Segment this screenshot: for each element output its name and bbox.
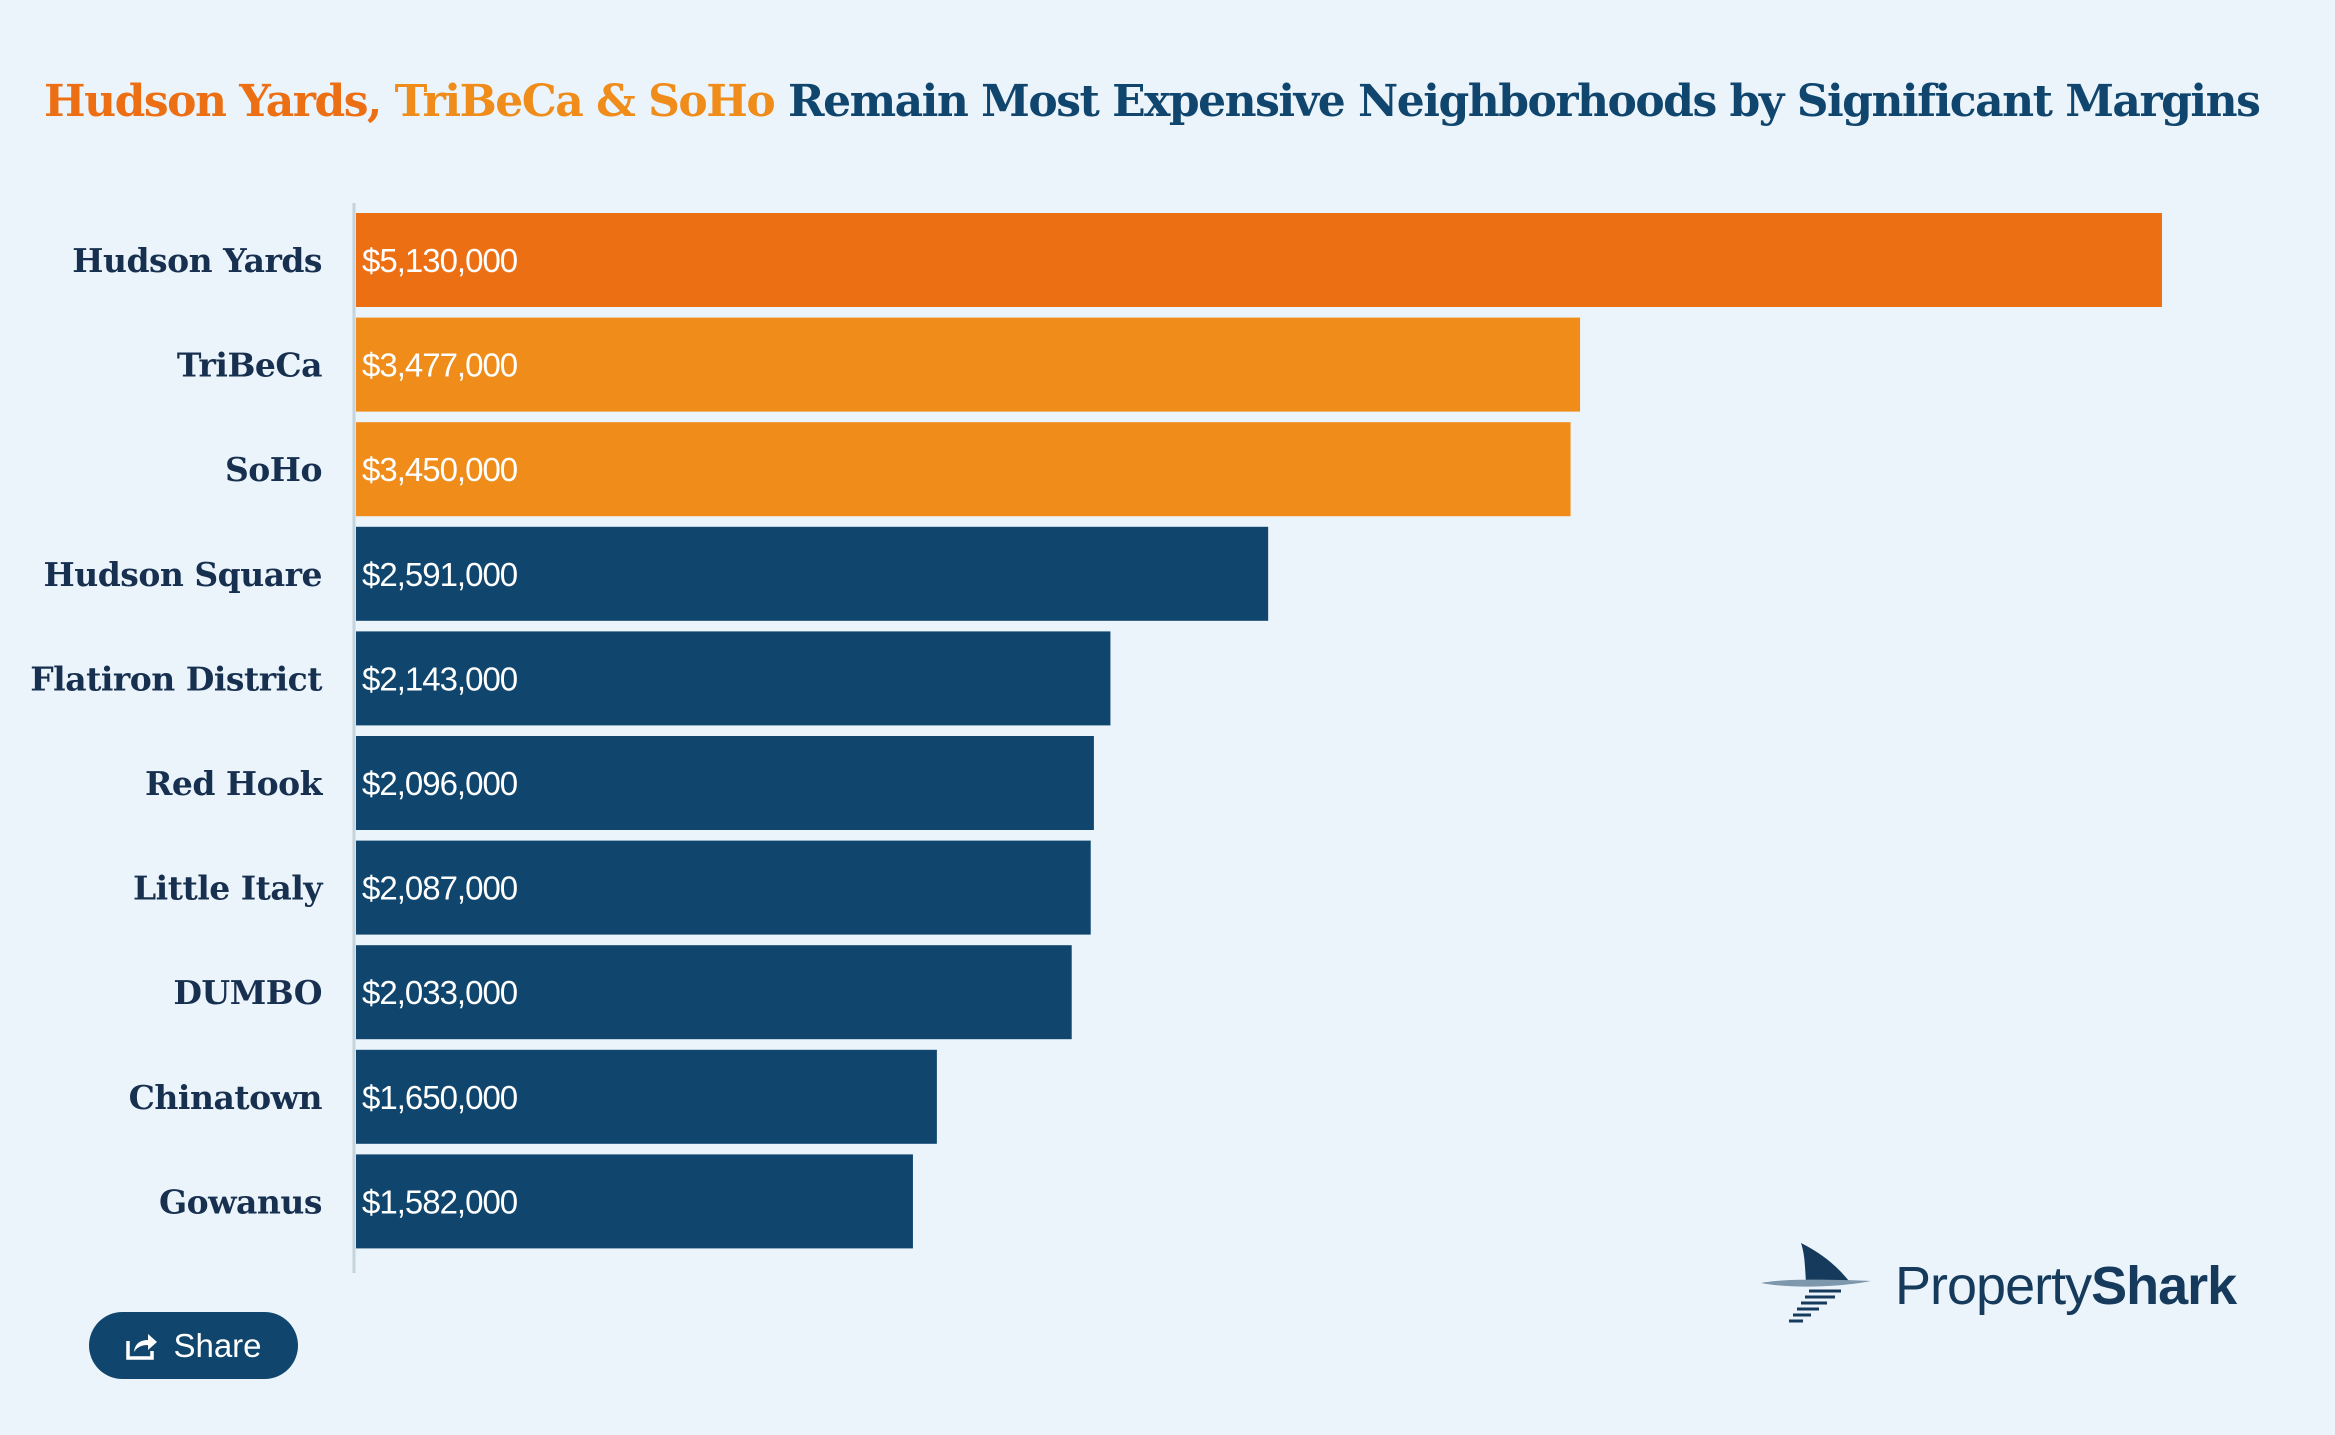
bar-5 (356, 736, 1094, 830)
data-label: $3,477,000 (362, 347, 518, 384)
category-label: Hudson Square (44, 555, 322, 594)
data-label: $2,033,000 (362, 974, 518, 1011)
category-label: Chinatown (129, 1078, 323, 1117)
bar-9 (356, 1154, 913, 1249)
bar-4 (356, 631, 1111, 726)
logo-text-shark: Shark (2091, 1255, 2237, 1316)
bar-8 (356, 1049, 937, 1144)
category-label: DUMBO (173, 973, 322, 1012)
title-highlight-hudson-yards: Hudson Yards, (44, 76, 382, 127)
category-label: TriBeCa (177, 346, 322, 385)
data-label: $2,096,000 (362, 765, 518, 802)
propertyshark-logo: PropertyShark (1761, 1243, 2237, 1328)
bar-0 (356, 213, 2162, 307)
category-label: SoHo (225, 450, 322, 489)
share-button[interactable]: Share (89, 1312, 298, 1379)
data-label: $5,130,000 (362, 242, 518, 279)
category-label: Little Italy (133, 869, 323, 908)
data-label: $3,450,000 (362, 451, 518, 488)
data-label: $2,087,000 (362, 870, 518, 907)
chart-title: Hudson Yards, TriBeCa & SoHo Remain Most… (44, 76, 2261, 127)
bar-1 (356, 317, 1581, 412)
share-label: Share (173, 1326, 262, 1364)
bar-2 (356, 422, 1571, 517)
share-icon (126, 1333, 158, 1360)
data-label: $1,582,000 (362, 1183, 518, 1220)
logo-text-property: Property (1895, 1255, 2092, 1316)
title-highlight-tribeca-soho: TriBeCa & SoHo (394, 76, 776, 127)
bar-3 (356, 526, 1269, 621)
category-label: Flatiron District (30, 659, 323, 698)
category-label: Hudson Yards (72, 241, 322, 280)
title-rest: Remain Most Expensive Neighborhoods by S… (788, 76, 2261, 127)
data-label: $1,650,000 (362, 1079, 518, 1116)
category-label: Red Hook (145, 764, 324, 803)
bar-7 (356, 945, 1072, 1040)
data-label: $2,143,000 (362, 660, 518, 697)
bar-6 (356, 840, 1091, 935)
shark-fin-icon (1761, 1243, 1871, 1323)
category-label: Gowanus (159, 1182, 322, 1221)
data-label: $2,591,000 (362, 556, 518, 593)
